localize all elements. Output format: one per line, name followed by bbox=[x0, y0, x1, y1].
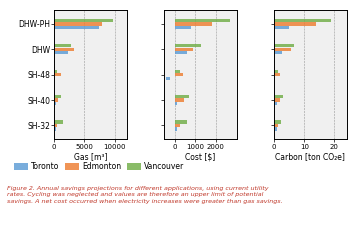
Bar bbox=[54, 124, 57, 127]
Bar bbox=[54, 51, 68, 55]
Bar bbox=[274, 102, 276, 105]
Bar bbox=[54, 95, 61, 98]
Bar bbox=[274, 98, 280, 102]
Bar bbox=[54, 127, 56, 130]
Bar bbox=[175, 26, 191, 29]
Bar bbox=[54, 19, 113, 22]
Bar bbox=[274, 48, 291, 51]
Bar bbox=[175, 124, 180, 127]
Bar bbox=[54, 76, 55, 80]
X-axis label: Gas [m³]: Gas [m³] bbox=[74, 152, 107, 161]
X-axis label: Carbon [ton CO₂e]: Carbon [ton CO₂e] bbox=[275, 152, 345, 161]
Bar bbox=[274, 120, 281, 124]
Bar bbox=[274, 44, 294, 48]
Bar bbox=[274, 19, 331, 22]
Bar bbox=[175, 120, 187, 124]
Bar bbox=[175, 69, 180, 73]
Bar bbox=[274, 95, 282, 98]
Bar bbox=[54, 102, 56, 105]
X-axis label: Cost [$]: Cost [$] bbox=[185, 152, 216, 161]
Bar bbox=[274, 76, 275, 80]
Bar bbox=[274, 124, 278, 127]
Bar bbox=[175, 73, 183, 76]
Bar bbox=[274, 69, 278, 73]
Bar bbox=[54, 22, 103, 26]
Bar bbox=[175, 51, 187, 55]
Text: Figure 2. Annual savings projections for different applications, using current u: Figure 2. Annual savings projections for… bbox=[7, 186, 283, 204]
Bar bbox=[175, 44, 201, 48]
Bar bbox=[175, 102, 177, 105]
Bar bbox=[175, 22, 212, 26]
Legend: Toronto, Edmonton, Vancouver: Toronto, Edmonton, Vancouver bbox=[11, 159, 187, 174]
Bar bbox=[274, 22, 316, 26]
Bar bbox=[175, 95, 189, 98]
Bar bbox=[274, 51, 282, 55]
Bar bbox=[175, 98, 184, 102]
Bar bbox=[166, 76, 170, 80]
Bar bbox=[54, 98, 58, 102]
Bar bbox=[274, 26, 289, 29]
Bar bbox=[54, 69, 57, 73]
Bar bbox=[54, 48, 74, 51]
Bar bbox=[54, 44, 71, 48]
Bar bbox=[274, 127, 276, 130]
Bar bbox=[54, 73, 62, 76]
Bar bbox=[175, 127, 177, 130]
Bar bbox=[175, 48, 193, 51]
Bar bbox=[175, 19, 230, 22]
Bar bbox=[54, 120, 63, 124]
Bar bbox=[274, 73, 280, 76]
Bar bbox=[54, 26, 99, 29]
